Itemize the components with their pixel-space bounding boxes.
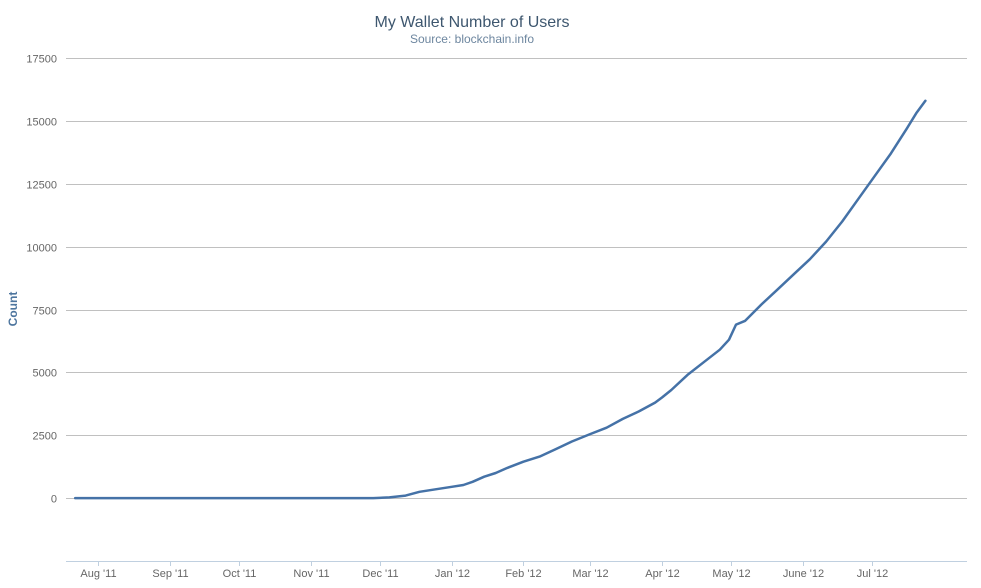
chart-subtitle: Source: blockchain.info (410, 32, 534, 46)
y-tick-label: 10000 (26, 243, 57, 255)
x-tick-label: Sep '11 (152, 568, 188, 580)
x-tick-label: Jul '12 (857, 568, 888, 580)
x-tick-label: Apr '12 (645, 568, 680, 580)
chart-title: My Wallet Number of Users (375, 14, 570, 31)
x-tick-label: Feb '12 (505, 568, 541, 580)
y-axis-ticks: 0 2500 5000 7500 10000 12500 15000 17500 (26, 54, 57, 506)
y-tick-label: 2500 (33, 431, 57, 443)
x-tick-label: Mar '12 (572, 568, 608, 580)
grid-lines (66, 58, 967, 499)
y-tick-label: 17500 (26, 54, 57, 66)
x-tick-label: Oct '11 (223, 568, 257, 580)
y-tick-label: 7500 (33, 306, 57, 318)
x-tick-label: June '12 (783, 568, 824, 580)
series-line (73, 99, 927, 500)
x-tick-label: Nov '11 (293, 568, 329, 580)
y-tick-label: 5000 (33, 368, 57, 380)
x-tick-label: May '12 (712, 568, 750, 580)
x-tick-label: Jan '12 (435, 568, 470, 580)
x-axis-ticks: Aug '11 Sep '11 Oct '11 Nov '11 Dec '11 Jan '… (80, 561, 888, 580)
x-tick-label: Aug '11 (80, 568, 116, 580)
y-tick-label: 12500 (26, 180, 57, 192)
y-axis-label: Count (6, 292, 20, 327)
series-layer (73, 99, 927, 500)
x-tick-label: Dec '11 (362, 568, 398, 580)
y-tick-label: 15000 (26, 117, 57, 129)
y-tick-label: 0 (51, 494, 57, 506)
